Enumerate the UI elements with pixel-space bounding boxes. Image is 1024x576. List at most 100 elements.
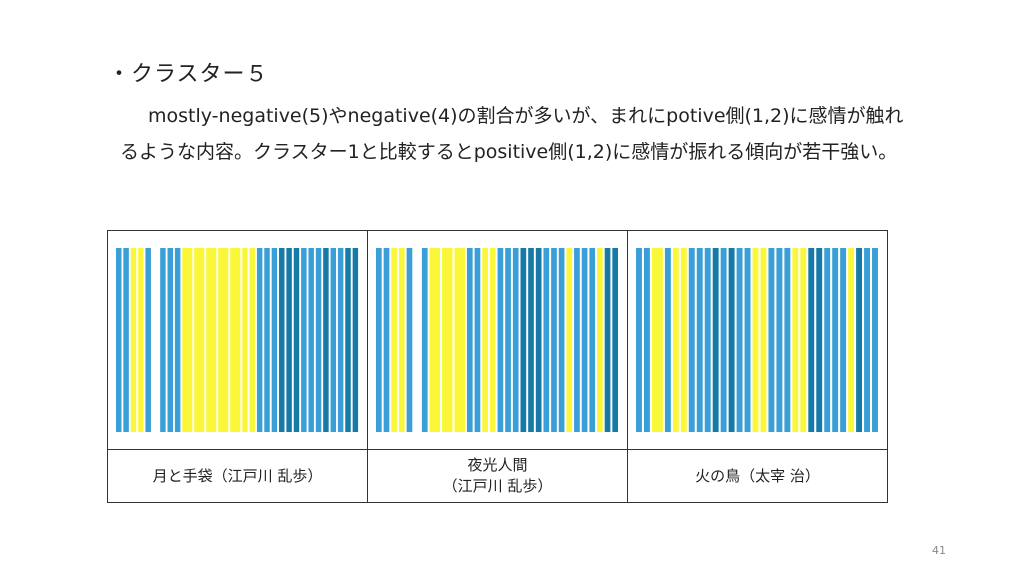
barcode-stripe <box>767 248 774 432</box>
barcode-stripe <box>512 248 519 432</box>
barcode-stripe <box>217 248 228 432</box>
barcode-stripe <box>855 248 862 432</box>
barcode-stripe <box>167 248 173 432</box>
barcode-stripe <box>344 248 351 432</box>
barcode-stripe <box>651 248 663 432</box>
barcode-stripe <box>466 248 473 432</box>
barcode-stripe <box>565 248 572 432</box>
barcode-stripe <box>383 248 389 432</box>
barcode-stripe <box>330 248 336 432</box>
barcode-stripe <box>664 248 671 432</box>
barcode-stripe <box>744 248 750 432</box>
page-number: 41 <box>932 544 946 557</box>
barcode-stripe <box>429 248 440 432</box>
barcode-stripe <box>588 248 595 432</box>
barcode-stripe <box>839 248 846 432</box>
barcode-stripe <box>137 248 144 432</box>
barcode-stripe <box>871 248 878 432</box>
barcode-stripe <box>122 248 129 432</box>
barcode-stripe <box>398 248 405 432</box>
caption-tsuki-to-tebukuro: 月と手袋（江戸川 乱歩） <box>107 449 368 503</box>
barcode-stripe <box>720 248 727 432</box>
barcode-cell <box>107 230 368 450</box>
barcode-stripe <box>406 248 412 432</box>
barcode-stripe <box>315 248 321 432</box>
barcode-stripe <box>712 248 719 432</box>
barcode-stripe <box>736 248 743 432</box>
barcode-stripe <box>520 248 526 432</box>
barcode-stripe <box>241 248 248 432</box>
barcode-stripe <box>115 248 121 432</box>
barcode-cell <box>627 230 888 450</box>
barcode-stripe <box>596 248 603 432</box>
barcode-stripe <box>696 248 703 432</box>
barcode-stripe <box>263 248 270 432</box>
barcode-stripe <box>193 248 204 432</box>
barcode-stripe <box>497 248 503 432</box>
barcode-stripe <box>293 248 299 432</box>
barcode-stripe <box>728 248 735 432</box>
barcode-stripe <box>229 248 240 432</box>
barcode-stripe <box>307 248 314 432</box>
barcode-stripe <box>680 248 687 432</box>
barcode-stripe <box>604 248 610 432</box>
caption-hi-no-tori: 火の鳥（太宰 治） <box>627 449 888 503</box>
emotion-barcode-1 <box>115 248 358 432</box>
barcode-stripe <box>611 248 618 432</box>
barcode-stripe <box>130 248 136 432</box>
barcode-stripe <box>421 248 428 432</box>
barcode-stripe <box>807 248 814 432</box>
barcode-stripe <box>322 248 329 432</box>
barcode-cell <box>367 230 628 450</box>
barcode-stripe <box>249 248 255 432</box>
barcode-stripe <box>704 248 711 432</box>
description-paragraph: mostly-negative(5)やnegative(4)の割合が多いが、まれ… <box>120 98 910 170</box>
barcode-stripe <box>413 248 420 432</box>
barcode-stripe <box>181 248 192 432</box>
emotion-barcode-3 <box>635 248 878 432</box>
barcode-stripe <box>271 248 277 432</box>
barcode-stripe <box>300 248 307 432</box>
barcode-stripe <box>144 248 151 432</box>
barcode-stripe <box>791 248 798 432</box>
barcode-stripe <box>760 248 766 432</box>
barcode-stripe <box>256 248 262 432</box>
caption-yakou-ningen: 夜光人間 （江戸川 乱歩） <box>367 449 628 503</box>
barcode-stripe <box>285 248 292 432</box>
barcode-stripe <box>375 248 382 432</box>
barcode-stripe <box>489 248 496 432</box>
barcode-stripe <box>453 248 465 432</box>
barcode-stripe <box>278 248 284 432</box>
barcode-stripe <box>635 248 642 432</box>
cluster-heading: ・クラスター５ <box>108 62 269 87</box>
barcode-stripe <box>352 248 358 432</box>
barcode-stripe <box>847 248 854 432</box>
barcode-stripe <box>688 248 695 432</box>
barcode-stripe <box>504 248 511 432</box>
barcode-stripe <box>481 248 488 432</box>
barcode-stripe <box>337 248 343 432</box>
barcode-stripe <box>775 248 782 432</box>
barcode-stripe <box>542 248 549 432</box>
barcode-comparison-table: 月と手袋（江戸川 乱歩） 夜光人間 （江戸川 乱歩） 火の鳥（太宰 治） <box>107 230 888 503</box>
barcode-stripe <box>672 248 679 432</box>
barcode-stripe <box>799 248 806 432</box>
barcode-stripe <box>831 248 838 432</box>
barcode-stripe <box>535 248 541 432</box>
barcode-stripe <box>752 248 758 432</box>
description-text: mostly-negative(5)やnegative(4)の割合が多いが、まれ… <box>120 105 904 163</box>
barcode-stripe <box>441 248 453 432</box>
barcode-stripe <box>558 248 564 432</box>
barcode-stripe <box>474 248 480 432</box>
emotion-barcode-2 <box>375 248 618 432</box>
barcode-stripe <box>581 248 587 432</box>
barcode-stripe <box>550 248 557 432</box>
barcode-stripe <box>390 248 397 432</box>
barcode-row <box>107 230 888 450</box>
barcode-stripe <box>573 248 580 432</box>
caption-row: 月と手袋（江戸川 乱歩） 夜光人間 （江戸川 乱歩） 火の鳥（太宰 治） <box>107 449 888 503</box>
barcode-stripe <box>815 248 822 432</box>
barcode-stripe <box>152 248 158 432</box>
barcode-stripe <box>783 248 790 432</box>
barcode-stripe <box>863 248 870 432</box>
